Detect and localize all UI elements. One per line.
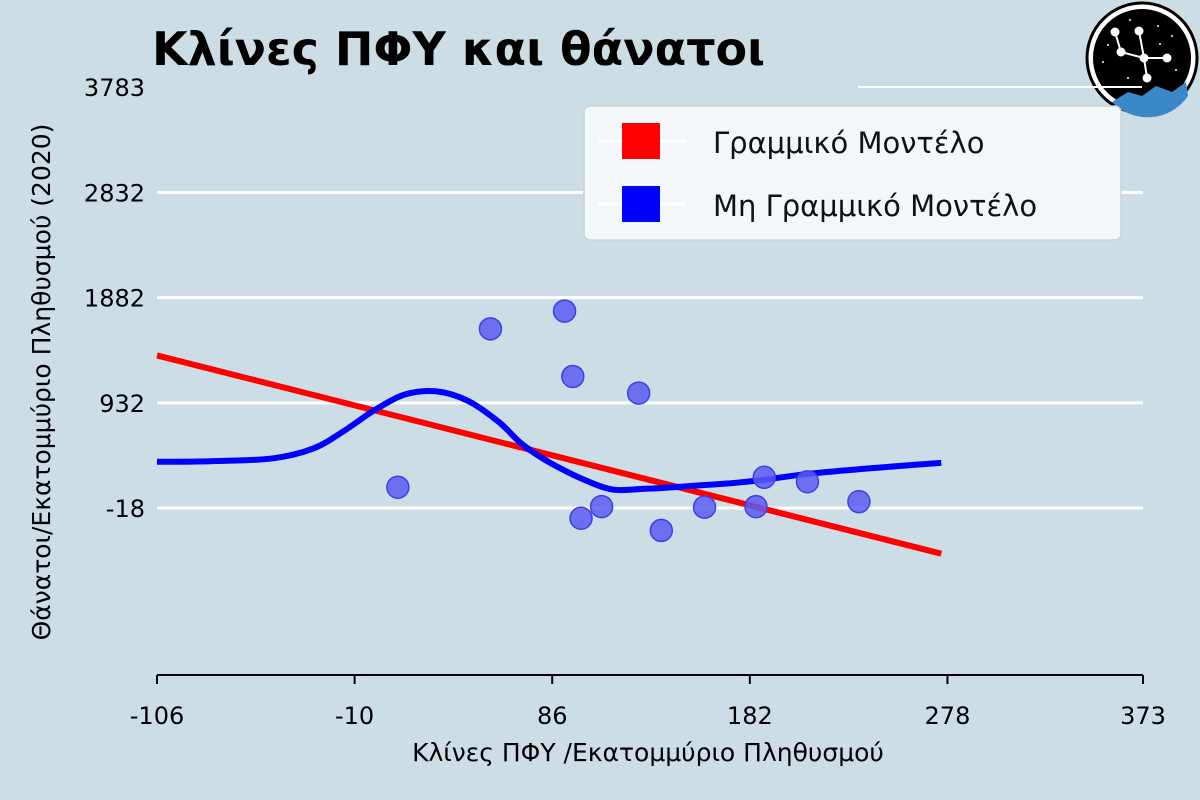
data-point xyxy=(386,475,410,499)
legend-swatch-nonlinear xyxy=(622,186,660,222)
series-layer xyxy=(156,352,943,557)
nonlinear-model-line xyxy=(156,387,942,494)
x-tick-label: 278 xyxy=(925,702,971,730)
linear-model-line xyxy=(156,352,943,557)
data-point xyxy=(569,506,593,531)
legend-label-linear: Γραμμικό Μοντέλο xyxy=(713,126,984,160)
x-tick-label: -106 xyxy=(130,702,184,730)
data-point xyxy=(478,317,503,341)
axis-layer: -18 932 1882 2832 3783 -106 -10 86 182 278 373 xyxy=(84,74,1166,730)
y-tick-label: 932 xyxy=(99,390,145,418)
x-tick-label: -10 xyxy=(335,702,374,730)
data-point xyxy=(744,494,768,519)
x-tick-label: 86 xyxy=(537,702,568,730)
logo-icon xyxy=(1085,1,1199,118)
data-point xyxy=(626,381,651,405)
x-tick-label: 182 xyxy=(727,702,773,730)
y-tick-label: 2832 xyxy=(84,179,145,207)
y-tick-label: -18 xyxy=(106,495,145,523)
y-axis-label: Θάνατοι/Εκατομμύριο Πληθυσμού (2020) xyxy=(27,124,56,641)
legend-swatch-linear xyxy=(622,123,660,159)
legend-box xyxy=(583,105,1122,241)
data-point xyxy=(752,465,776,490)
x-axis-label: Κλίνες ΠΦΥ /Εκατομμύριο Πληθυσμού xyxy=(412,738,884,767)
data-point xyxy=(589,494,614,519)
chart-title: Κλίνες ΠΦΥ και θάνατοι xyxy=(152,22,766,76)
points-layer xyxy=(386,299,871,543)
data-point xyxy=(692,495,717,519)
y-tick-label: 3783 xyxy=(84,74,145,102)
data-point xyxy=(795,469,820,494)
data-point xyxy=(847,489,871,514)
x-tick-label: 373 xyxy=(1120,702,1166,730)
y-tick-label: 1882 xyxy=(84,285,145,313)
data-point xyxy=(561,364,585,389)
data-point xyxy=(552,299,577,323)
legend-label-nonlinear: Μη Γραμμικό Μοντέλο xyxy=(713,189,1037,223)
legend: Γραμμικό Μοντέλο Μη Γραμμικό Μοντέλο xyxy=(583,105,1122,241)
data-point xyxy=(649,518,674,543)
